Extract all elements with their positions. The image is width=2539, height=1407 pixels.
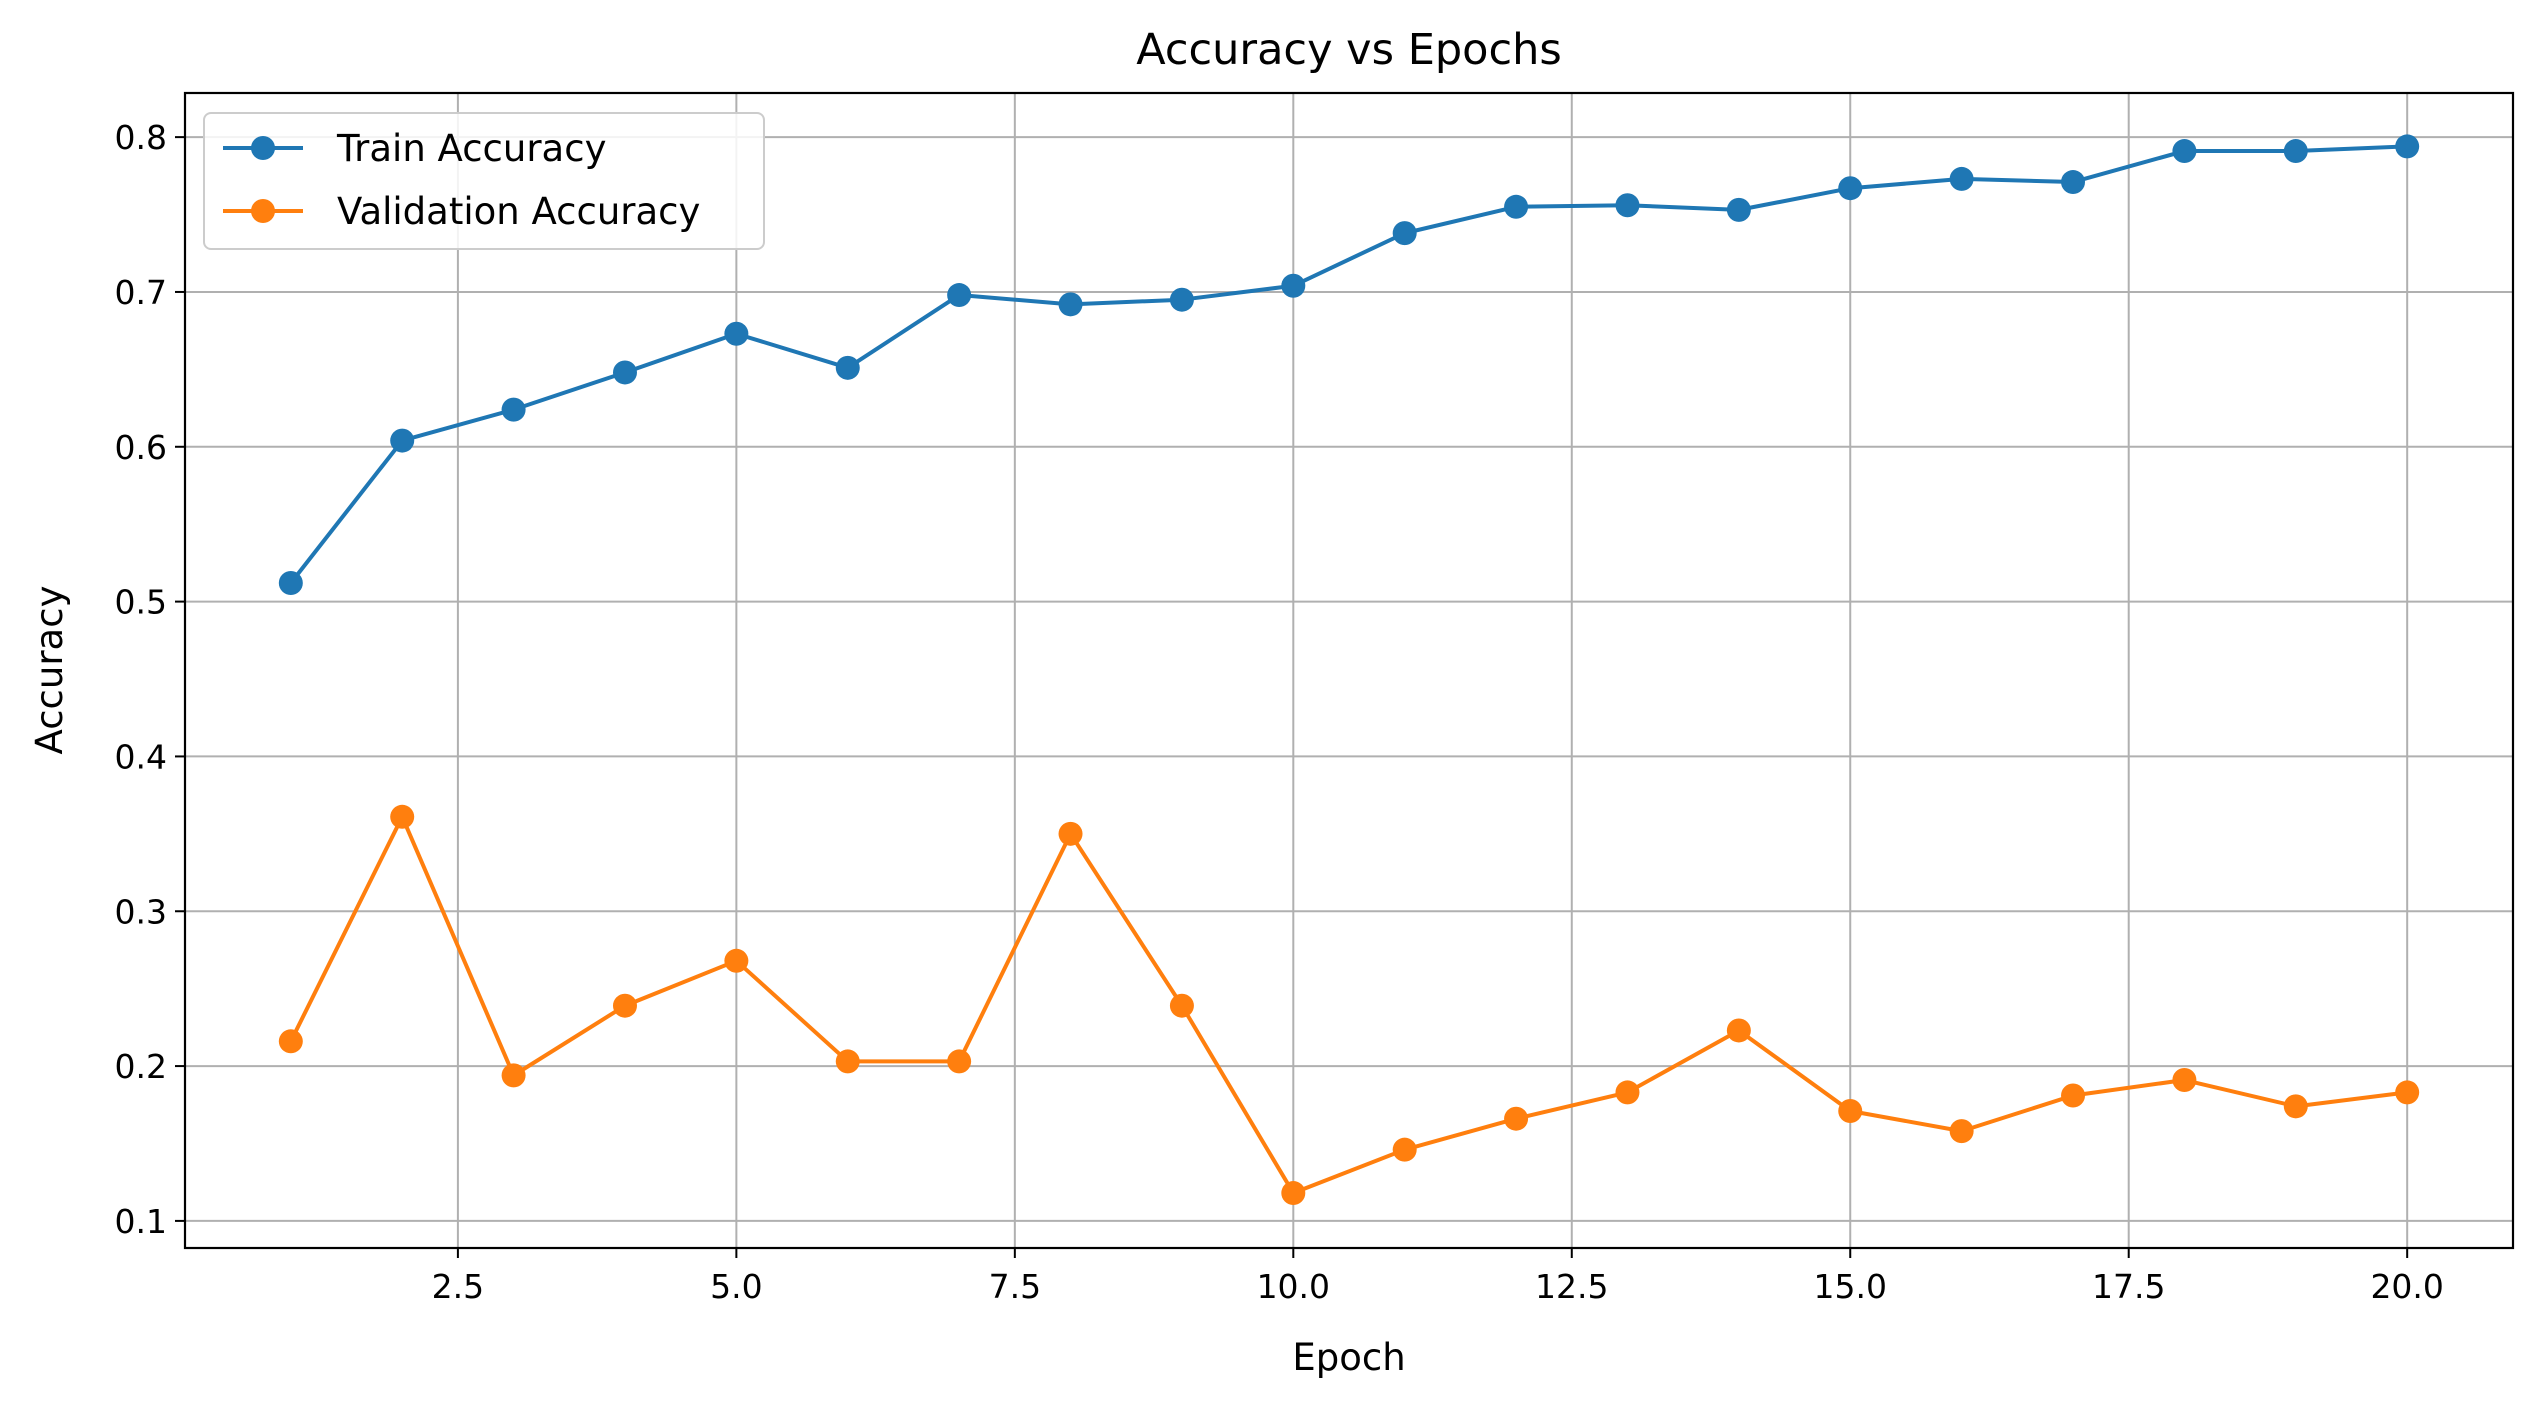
validation-accuracy-point (724, 948, 749, 973)
validation-accuracy-point (1169, 993, 1194, 1018)
x-tick-label: 15.0 (1814, 1267, 1887, 1306)
chart-title: Accuracy vs Epochs (1136, 25, 1562, 75)
legend-validation-label: Validation Accuracy (337, 190, 700, 233)
y-tick-label: 0.3 (115, 892, 167, 931)
y-tick-label: 0.4 (115, 737, 167, 776)
legend-validation-marker (251, 199, 275, 223)
validation-accuracy-point (947, 1049, 972, 1074)
validation-accuracy-point (390, 804, 415, 829)
validation-accuracy-point (1058, 821, 1083, 846)
validation-accuracy-point (1949, 1119, 1974, 1144)
y-tick-label: 0.8 (115, 118, 167, 157)
train-accuracy-line (289, 144, 2408, 585)
x-tick-label: 12.5 (1535, 1267, 1608, 1306)
train-accuracy-point (1726, 197, 1751, 222)
validation-accuracy-point (2283, 1094, 2308, 1119)
y-axis-label: Accuracy (28, 586, 71, 755)
validation-accuracy-point (1392, 1137, 1417, 1162)
train-accuracy-point (2172, 139, 2197, 164)
x-tick-label: 10.0 (1257, 1267, 1330, 1306)
train-accuracy-point (2061, 170, 2086, 195)
train-accuracy-point (278, 571, 303, 596)
validation-accuracy-point (1281, 1181, 1306, 1206)
validation-accuracy-point (2395, 1080, 2420, 1105)
y-tick-label: 0.6 (115, 428, 167, 467)
x-tick-label: 7.5 (989, 1267, 1041, 1306)
validation-accuracy-point (835, 1049, 860, 1074)
train-accuracy-point (835, 355, 860, 380)
y-tick-label: 0.2 (115, 1047, 167, 1086)
train-accuracy-point (1949, 166, 1974, 191)
train-accuracy-point (1838, 176, 1863, 201)
train-accuracy-point (947, 283, 972, 308)
validation-accuracy-line (289, 814, 2408, 1196)
train-accuracy-point (1169, 287, 1194, 312)
validation-accuracy-point (2172, 1068, 2197, 1093)
plot-frame (183, 91, 2515, 1250)
train-accuracy-point (1392, 221, 1417, 246)
y-tick-label: 0.1 (115, 1202, 167, 1241)
train-accuracy-point (1281, 273, 1306, 298)
validation-accuracy-point (1504, 1106, 1529, 1131)
axis-ticks: 2.5 5.0 7.5 10.0 12.5 15.0 17.5 20.0 0.1 0.2 0.3 0.… (115, 118, 2444, 1306)
x-tick-label: 20.0 (2370, 1267, 2443, 1306)
train-accuracy-point (501, 397, 526, 422)
validation-accuracy-point (2061, 1083, 2086, 1108)
x-axis-label: Epoch (1292, 1336, 1405, 1379)
train-accuracy-point (390, 428, 415, 453)
train-accuracy-point (1058, 292, 1083, 317)
validation-accuracy-point (1726, 1018, 1751, 1043)
legend-box (203, 112, 765, 250)
validation-accuracy-point (1838, 1098, 1863, 1123)
validation-accuracy-point (501, 1063, 526, 1088)
x-tick-label: 2.5 (432, 1267, 484, 1306)
train-accuracy-point (2283, 139, 2308, 164)
validation-accuracy-point (1615, 1080, 1640, 1105)
legend-train-label: Train Accuracy (336, 127, 606, 170)
validation-accuracy-point (612, 993, 637, 1018)
validation-accuracy-point (278, 1029, 303, 1054)
legend-train-marker (251, 136, 275, 160)
series-layer (278, 134, 2420, 1206)
x-tick-label: 17.5 (2092, 1267, 2165, 1306)
x-tick-label: 5.0 (710, 1267, 762, 1306)
y-tick-label: 0.7 (115, 273, 167, 312)
grid (185, 93, 2513, 1248)
train-accuracy-point (612, 360, 637, 385)
train-accuracy-point (1615, 193, 1640, 218)
train-accuracy-point (724, 321, 749, 346)
train-accuracy-point (2395, 134, 2420, 159)
train-accuracy-point (1504, 194, 1529, 219)
legend: Train Accuracy Validation Accuracy (203, 112, 765, 250)
y-tick-label: 0.5 (115, 583, 167, 622)
